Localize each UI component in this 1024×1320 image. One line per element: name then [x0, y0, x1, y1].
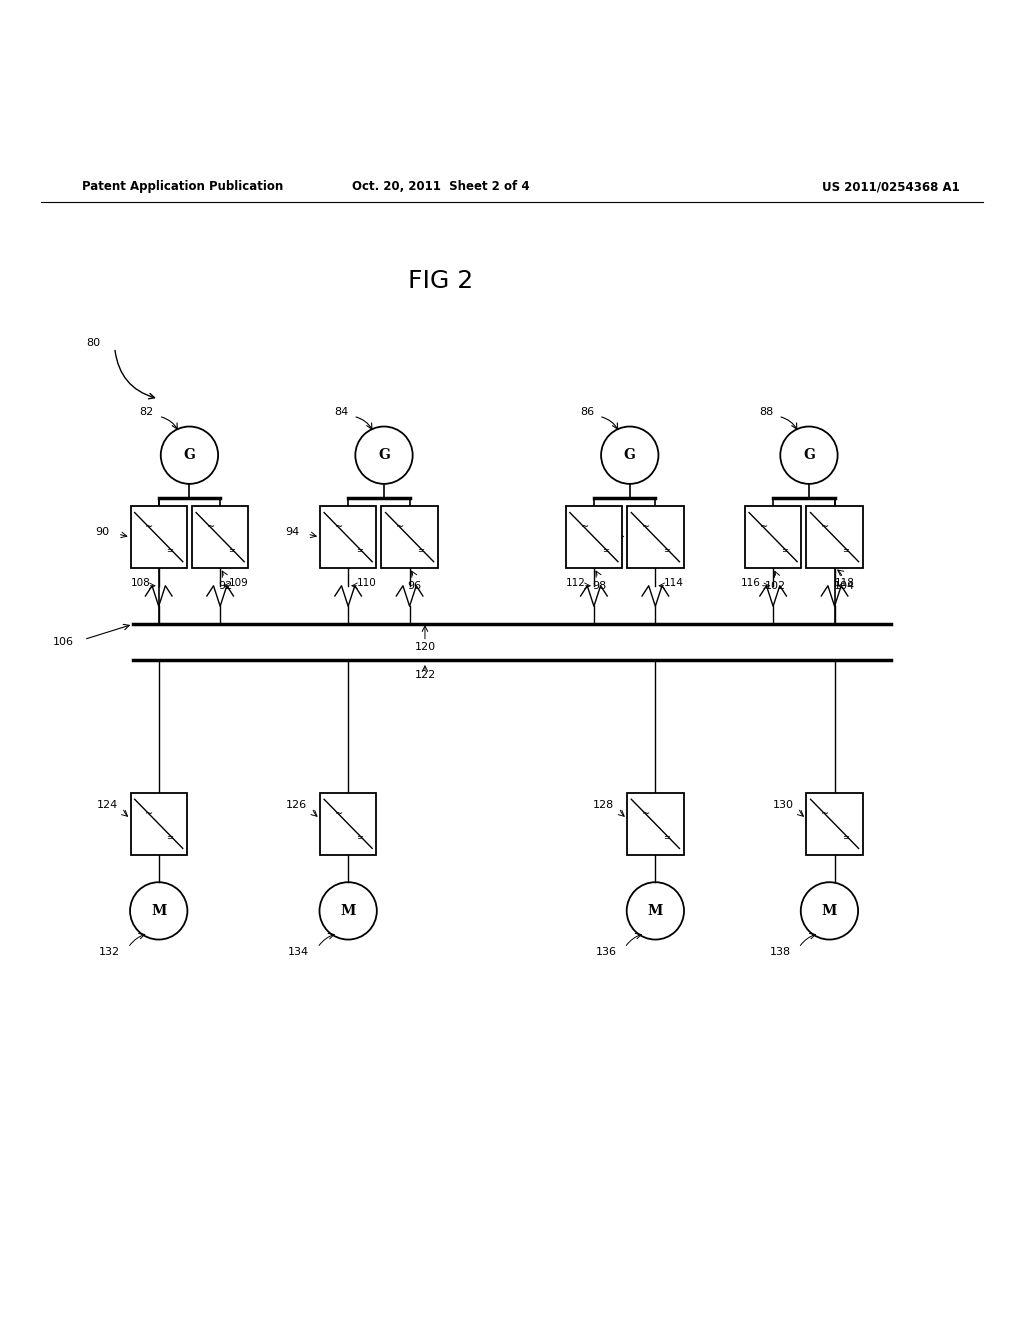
Text: US 2011/0254368 A1: US 2011/0254368 A1 — [822, 181, 959, 194]
Text: ~: ~ — [581, 521, 589, 532]
Text: ~: ~ — [760, 521, 768, 532]
FancyBboxPatch shape — [193, 507, 248, 568]
Text: ~: ~ — [335, 521, 343, 532]
Text: ~: ~ — [145, 809, 154, 818]
Text: =: = — [418, 546, 424, 554]
Text: 124: 124 — [96, 800, 118, 810]
FancyBboxPatch shape — [565, 507, 623, 568]
FancyBboxPatch shape — [131, 507, 186, 568]
Text: 90: 90 — [95, 527, 110, 537]
Text: 112: 112 — [565, 578, 586, 587]
Text: 80: 80 — [86, 338, 100, 347]
Text: 102: 102 — [765, 581, 785, 591]
Text: =: = — [602, 546, 608, 554]
Text: =: = — [664, 546, 670, 554]
Text: 110: 110 — [356, 578, 377, 587]
Text: ~: ~ — [821, 521, 829, 532]
Text: 104: 104 — [835, 581, 855, 591]
Text: M: M — [647, 904, 664, 917]
FancyBboxPatch shape — [319, 507, 377, 568]
Text: FIG 2: FIG 2 — [408, 269, 473, 293]
Text: 126: 126 — [286, 800, 307, 810]
FancyBboxPatch shape — [319, 793, 377, 854]
Text: 114: 114 — [664, 578, 684, 587]
Text: 116: 116 — [740, 578, 761, 587]
Text: 92: 92 — [218, 581, 232, 591]
FancyBboxPatch shape — [745, 507, 802, 568]
Text: 84: 84 — [334, 407, 348, 417]
Text: =: = — [228, 546, 234, 554]
Text: M: M — [821, 904, 838, 917]
Text: 120: 120 — [415, 642, 435, 652]
Text: ~: ~ — [335, 809, 343, 818]
Text: 118: 118 — [835, 578, 855, 587]
Text: =: = — [167, 546, 173, 554]
Text: Oct. 20, 2011  Sheet 2 of 4: Oct. 20, 2011 Sheet 2 of 4 — [351, 181, 529, 194]
Text: 132: 132 — [98, 946, 120, 957]
Text: =: = — [781, 546, 787, 554]
Text: 82: 82 — [139, 407, 154, 417]
Text: G: G — [803, 449, 815, 462]
Text: 128: 128 — [593, 800, 614, 810]
FancyBboxPatch shape — [131, 793, 186, 854]
Text: M: M — [151, 904, 167, 917]
Text: 136: 136 — [595, 946, 616, 957]
Text: Patent Application Publication: Patent Application Publication — [82, 181, 284, 194]
Text: =: = — [843, 833, 849, 842]
Text: 138: 138 — [769, 946, 791, 957]
FancyBboxPatch shape — [627, 793, 684, 854]
FancyBboxPatch shape — [381, 507, 438, 568]
Text: ~: ~ — [821, 809, 829, 818]
Text: 106: 106 — [52, 636, 74, 647]
FancyBboxPatch shape — [807, 507, 862, 568]
Text: G: G — [624, 449, 636, 462]
Text: 100: 100 — [574, 527, 596, 537]
Text: 134: 134 — [288, 946, 309, 957]
Text: 109: 109 — [228, 578, 249, 587]
Text: ~: ~ — [642, 521, 650, 532]
Text: 94: 94 — [285, 527, 299, 537]
Text: ~: ~ — [207, 521, 215, 532]
Text: G: G — [378, 449, 390, 462]
Text: 108: 108 — [130, 578, 151, 587]
FancyBboxPatch shape — [627, 507, 684, 568]
Text: M: M — [340, 904, 356, 917]
Text: =: = — [167, 833, 173, 842]
Text: 86: 86 — [580, 407, 594, 417]
Text: ~: ~ — [396, 521, 404, 532]
Text: 122: 122 — [415, 671, 435, 680]
Text: =: = — [356, 546, 362, 554]
Text: 88: 88 — [759, 407, 773, 417]
Text: G: G — [183, 449, 196, 462]
Text: =: = — [843, 546, 849, 554]
Text: ~: ~ — [145, 521, 154, 532]
Text: ~: ~ — [642, 809, 650, 818]
Text: 130: 130 — [772, 800, 794, 810]
FancyBboxPatch shape — [807, 793, 862, 854]
Text: =: = — [356, 833, 362, 842]
Text: 96: 96 — [408, 581, 422, 591]
Text: 98: 98 — [592, 581, 606, 591]
Text: =: = — [664, 833, 670, 842]
